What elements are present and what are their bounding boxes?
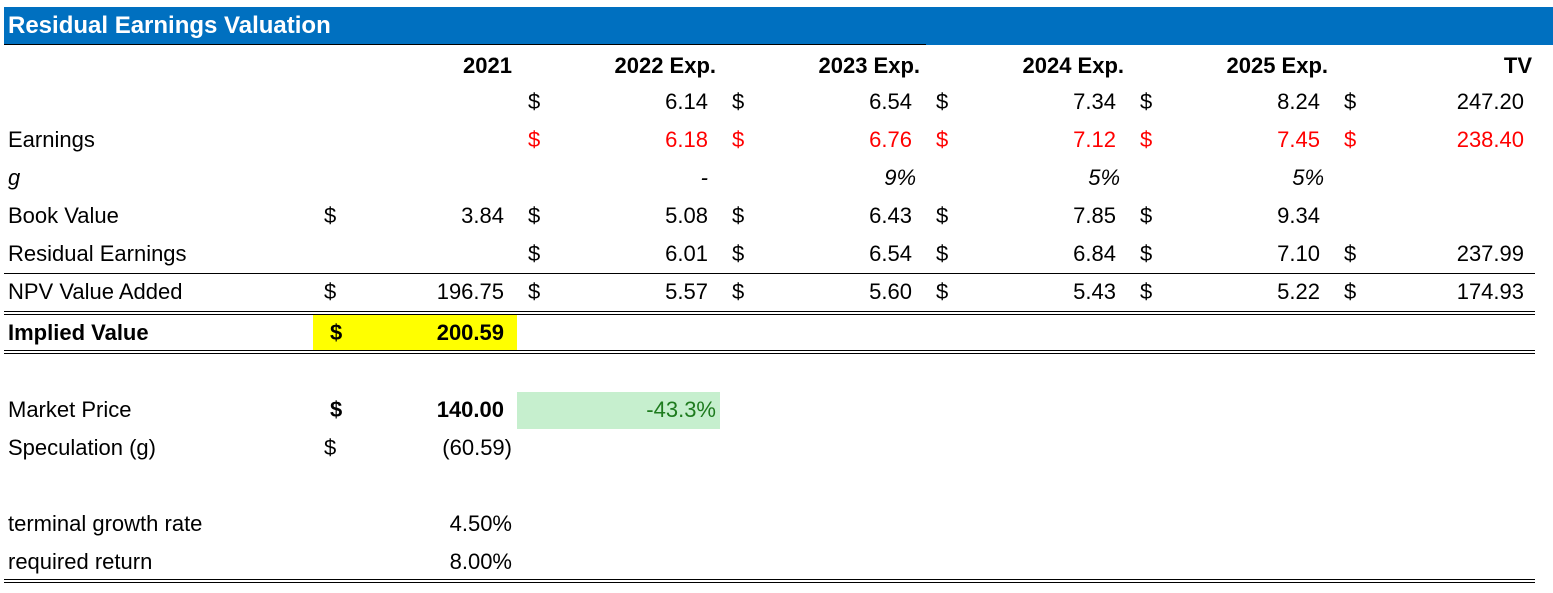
earnings-2025: 7.45 [1277, 127, 1320, 152]
required-return-label: required return [8, 549, 153, 574]
book-value-2023: 6.43 [869, 203, 912, 228]
growth-label: g [8, 165, 21, 190]
npv-currency-2023: $ [732, 279, 745, 304]
eps-estimate-tv: 247.20 [1456, 89, 1524, 114]
npv-2024: 5.43 [1073, 279, 1116, 304]
rule-above-npv [4, 273, 1535, 274]
book-value-currency-2024: $ [936, 203, 949, 228]
market-price-label: Market Price [8, 397, 132, 422]
market-price-currency: $ [330, 397, 343, 422]
header-2024: 2024 Exp. [1022, 53, 1124, 78]
npv-currency-2021: $ [324, 279, 337, 304]
earnings-2024: 7.12 [1073, 127, 1116, 152]
earnings-tv: 238.40 [1456, 127, 1524, 152]
npv-tv: 174.93 [1456, 279, 1524, 304]
rule-bottom-2 [4, 582, 1535, 583]
earnings-currency-2024: $ [936, 127, 949, 152]
earnings-currency-2022: $ [528, 127, 541, 152]
residual-earnings-currency-2023: $ [732, 241, 745, 266]
residual-earnings-2022: 6.01 [665, 241, 708, 266]
implied-value-label: Implied Value [8, 320, 149, 345]
npv-currency-tv: $ [1344, 279, 1357, 304]
earnings-2023: 6.76 [869, 127, 912, 152]
npv-2023: 5.60 [869, 279, 912, 304]
eps-estimate-currency-2024: $ [936, 89, 949, 114]
book-value-2024: 7.85 [1073, 203, 1116, 228]
header-2021: 2021 [463, 53, 512, 78]
npv-2022: 5.57 [665, 279, 708, 304]
npv-2025: 5.22 [1277, 279, 1320, 304]
terminal-growth-rate-label: terminal growth rate [8, 511, 203, 536]
book-value-currency-2023: $ [732, 203, 745, 228]
eps-estimate-currency-2022: $ [528, 89, 541, 114]
npv-currency-2024: $ [936, 279, 949, 304]
speculation-currency: $ [324, 435, 337, 460]
residual-earnings-currency-tv: $ [1344, 241, 1357, 266]
book-value-currency-2022: $ [528, 203, 541, 228]
eps-estimate-2024: 7.34 [1073, 89, 1116, 114]
implied-value: 200.59 [436, 320, 504, 345]
eps-estimate-currency-tv: $ [1344, 89, 1357, 114]
speculation-label: Speculation (g) [8, 435, 156, 460]
book-value-2022: 5.08 [665, 203, 708, 228]
growth-2025: 5% [1292, 165, 1324, 190]
market-difference-highlight [517, 392, 720, 429]
earnings-currency-2025: $ [1140, 127, 1153, 152]
eps-estimate-2022: 6.14 [665, 89, 708, 114]
book-value-currency-2021: $ [324, 203, 337, 228]
rule-above-implied-2 [4, 314, 1535, 315]
market-price-difference: -43.3% [646, 397, 716, 422]
implied-value-highlight [313, 315, 517, 351]
earnings-2022: 6.18 [665, 127, 708, 152]
rule-bottom-1 [4, 579, 1535, 580]
residual-earnings-tv: 237.99 [1456, 241, 1524, 266]
book-value-2025: 9.34 [1277, 203, 1320, 228]
sheet-title: Residual Earnings Valuation [8, 12, 331, 39]
rule-below-implied-2 [4, 353, 1535, 354]
rule-below-implied-1 [4, 350, 1535, 351]
npv-value-added-label: NPV Value Added [8, 279, 183, 304]
eps-estimate-2025: 8.24 [1277, 89, 1320, 114]
title-bar [4, 7, 1553, 45]
earnings-currency-tv: $ [1344, 127, 1357, 152]
residual-earnings-2024: 6.84 [1073, 241, 1116, 266]
npv-currency-2022: $ [528, 279, 541, 304]
implied-value-currency: $ [330, 320, 343, 345]
earnings-currency-2023: $ [732, 127, 745, 152]
earnings-label: Earnings [8, 127, 95, 152]
residual-earnings-label: Residual Earnings [8, 241, 187, 266]
header-tv: TV [1503, 53, 1532, 78]
rule-above-implied-1 [4, 311, 1535, 312]
speculation-value: (60.59) [442, 435, 512, 460]
npv-2021: 196.75 [436, 279, 504, 304]
book-value-currency-2025: $ [1140, 203, 1153, 228]
residual-earnings-currency-2025: $ [1140, 241, 1153, 266]
header-2025: 2025 Exp. [1226, 53, 1328, 78]
header-2022: 2022 Exp. [614, 53, 716, 78]
residual-earnings-2023: 6.54 [869, 241, 912, 266]
residual-earnings-currency-2022: $ [528, 241, 541, 266]
residual-earnings-currency-2024: $ [936, 241, 949, 266]
required-return-value: 8.00% [449, 549, 512, 574]
terminal-growth-rate-value: 4.50% [449, 511, 512, 536]
growth-2023: 9% [884, 165, 916, 190]
residual-earnings-2025: 7.10 [1277, 241, 1320, 266]
eps-estimate-currency-2025: $ [1140, 89, 1153, 114]
eps-estimate-currency-2023: $ [732, 89, 745, 114]
header-2023: 2023 Exp. [818, 53, 920, 78]
eps-estimate-2023: 6.54 [869, 89, 912, 114]
npv-currency-2025: $ [1140, 279, 1153, 304]
growth-2024: 5% [1088, 165, 1120, 190]
book-value-2021: 3.84 [461, 203, 504, 228]
book-value-label: Book Value [8, 203, 119, 228]
market-price: 140.00 [436, 397, 504, 422]
growth-2022: - [700, 165, 708, 190]
title-underline [4, 44, 926, 45]
